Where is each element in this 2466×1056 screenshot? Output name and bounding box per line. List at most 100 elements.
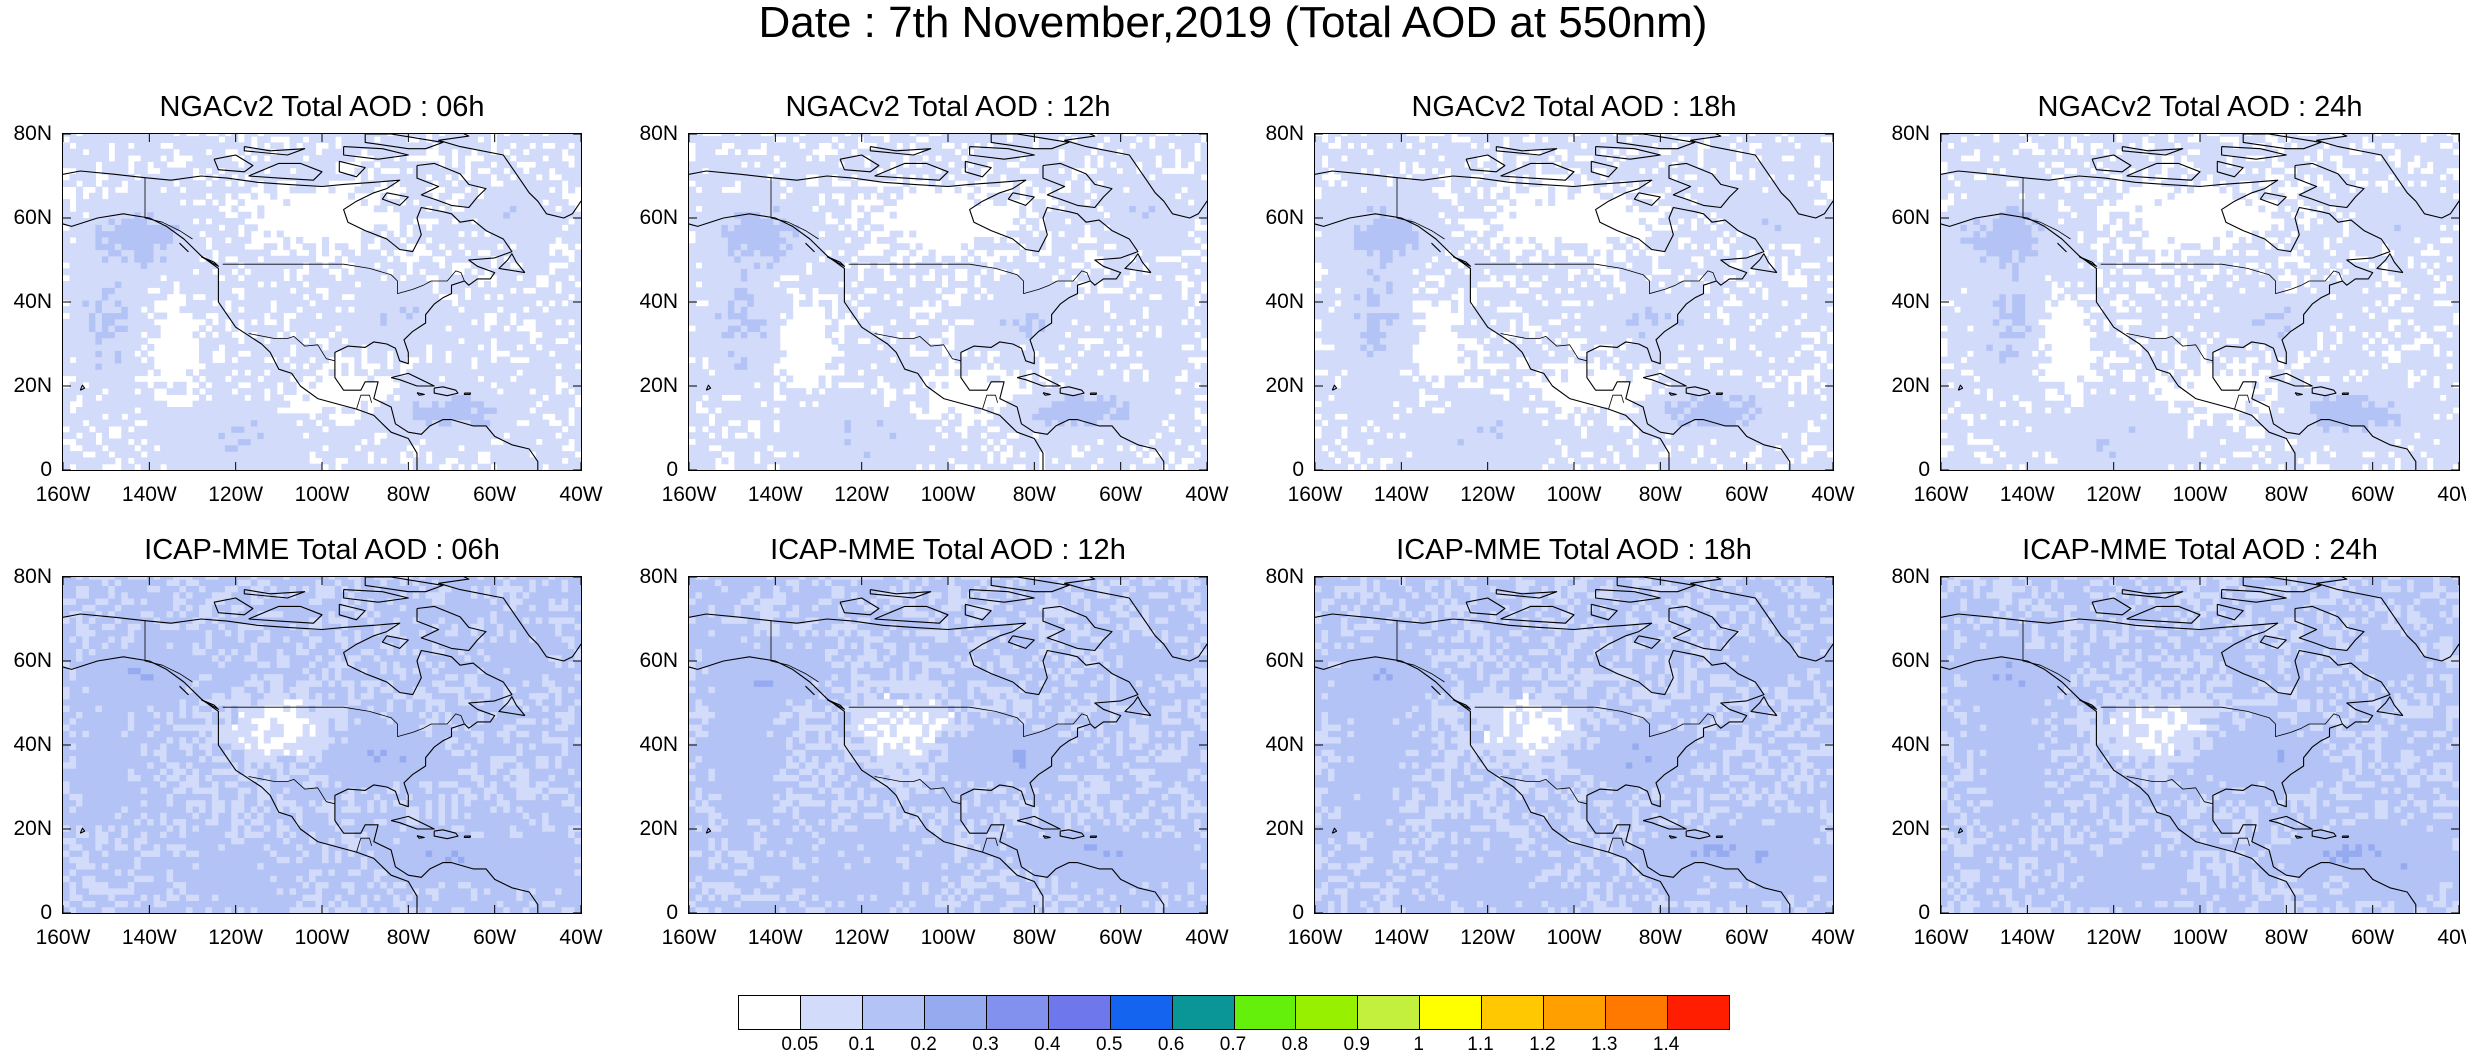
aod-cell (714, 230, 722, 238)
aod-cell (695, 381, 703, 389)
aod-cell (173, 463, 181, 470)
aod-cell (850, 262, 858, 269)
aod-cell (915, 173, 923, 181)
aod-cell (432, 173, 440, 181)
aod-cell (283, 262, 291, 269)
aod-cell (837, 299, 845, 307)
aod-cell (689, 306, 697, 314)
aod-cell (490, 249, 498, 257)
aod-cell (399, 432, 407, 440)
aod-cell (231, 362, 239, 370)
aod-cell (792, 432, 800, 440)
aod-cell (205, 268, 213, 276)
aod-cell (263, 438, 271, 446)
aod-cell (231, 306, 239, 314)
aod-cell (915, 444, 923, 452)
aod-cell (341, 249, 349, 257)
aod-cell (270, 444, 278, 452)
aod-cell (451, 224, 459, 232)
aod-cell (88, 299, 96, 307)
aod-cell (915, 400, 923, 408)
aod-cell (721, 388, 729, 395)
aod-cell (205, 155, 213, 162)
aod-cell (108, 218, 116, 225)
x-tick-label: 120W (208, 483, 263, 507)
aod-cell (695, 161, 703, 169)
aod-cell (786, 312, 794, 320)
aod-cell (805, 167, 813, 175)
aod-cell (522, 362, 530, 370)
aod-cell (941, 180, 949, 188)
aod-cell (179, 211, 187, 219)
aod-cell (147, 192, 155, 200)
aod-cell (334, 155, 342, 162)
aod-cell (928, 262, 936, 269)
aod-cell (766, 186, 774, 194)
aod-cell (714, 375, 722, 383)
aod-cell (334, 312, 342, 320)
aod-cell (419, 444, 427, 452)
aod-cell (63, 432, 71, 440)
aod-cell (373, 344, 381, 351)
aod-cell (237, 356, 245, 364)
aod-cell (341, 173, 349, 181)
aod-cell (412, 425, 420, 433)
aod-cell (747, 134, 755, 137)
aod-cell (76, 337, 84, 345)
aod-cell (470, 180, 478, 188)
aod-cell (199, 299, 207, 307)
aod-cell (315, 318, 323, 326)
aod-cell (490, 400, 498, 408)
aod-cell (244, 419, 252, 427)
aod-cell (766, 148, 774, 156)
aod-cell (535, 186, 543, 194)
aod-cell (477, 394, 485, 402)
aod-cell (166, 186, 174, 194)
aod-cell (734, 388, 742, 395)
aod-cell (69, 312, 77, 320)
aod-cell (464, 356, 472, 364)
aod-cell (101, 293, 109, 301)
aod-cell (63, 243, 71, 251)
aod-cell (548, 457, 556, 465)
aod-cell (315, 375, 323, 383)
aod-cell (714, 413, 722, 421)
aod-cell (153, 281, 161, 288)
aod-cell (568, 236, 576, 244)
aod-cell (270, 167, 278, 175)
aod-cell (419, 167, 427, 175)
aod-cell (799, 432, 807, 440)
aod-cell (399, 438, 407, 446)
aod-cell (844, 425, 852, 433)
aod-cell (76, 419, 84, 427)
aod-cell (147, 306, 155, 314)
aod-cell (231, 413, 239, 421)
aod-cell (535, 155, 543, 162)
aod-cell (503, 381, 511, 389)
aod-cell (257, 142, 265, 150)
aod-cell (850, 451, 858, 458)
aod-cell (870, 281, 878, 288)
aod-cell (250, 161, 258, 169)
aod-cell (708, 375, 716, 383)
aod-cell (399, 268, 407, 276)
aod-cell (63, 457, 71, 465)
aod-cell (211, 205, 219, 213)
aod-cell (76, 438, 84, 446)
aod-cell (458, 186, 466, 194)
aod-cell (714, 337, 722, 345)
aod-cell (257, 457, 265, 465)
aod-cell (477, 205, 485, 213)
aod-cell (799, 173, 807, 181)
aod-cell (283, 281, 291, 288)
aod-cell (850, 432, 858, 440)
aod-cell (406, 211, 414, 219)
aod-cell (88, 463, 96, 470)
aod-cell (695, 155, 703, 162)
aod-cell (483, 224, 491, 232)
aod-cell (490, 407, 498, 414)
aod-cell (753, 155, 761, 162)
aod-cell (296, 463, 304, 470)
aod-cell (689, 161, 697, 169)
aod-cell (451, 255, 459, 263)
